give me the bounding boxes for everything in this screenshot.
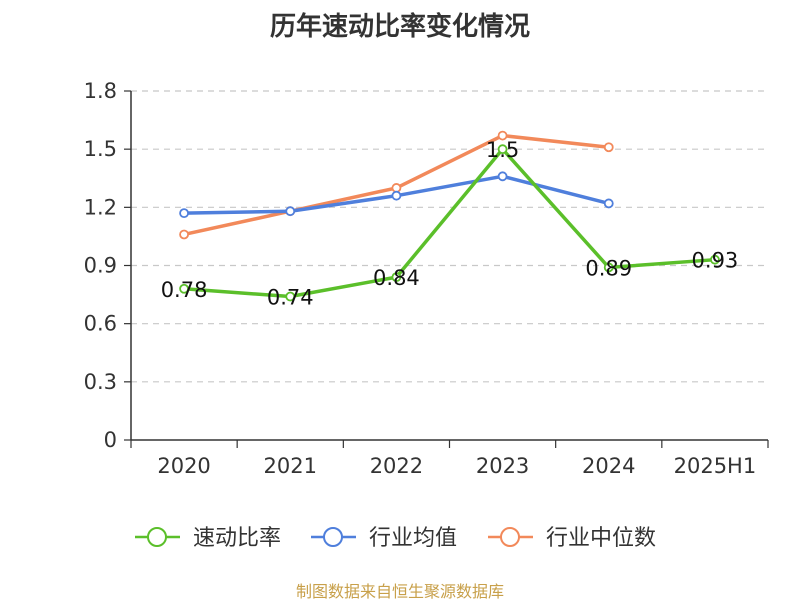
source-note: 制图数据来自恒生聚源数据库 [295, 582, 504, 601]
x-tick-label: 2025H1 [674, 454, 757, 478]
data-point [391, 272, 402, 283]
y-tick-label: 1.2 [84, 195, 117, 219]
chart-title: 历年速动比率变化情况 [269, 12, 530, 42]
data-point [179, 229, 189, 240]
data-label: 0.78 [161, 278, 208, 302]
data-point [391, 183, 402, 193]
series-line [183, 147, 716, 299]
data-label: 0.89 [585, 256, 632, 280]
legend-marker [147, 527, 167, 547]
data-point [497, 171, 508, 182]
x-tick-label: 2023 [476, 454, 529, 478]
data-point [179, 208, 189, 219]
data-point [285, 206, 296, 217]
data-point [603, 142, 614, 153]
data-point [391, 190, 402, 201]
data-point [603, 262, 614, 273]
data-point [710, 254, 720, 265]
legend-label: 行业中位数 [546, 526, 656, 551]
y-tick-label: 0.3 [84, 370, 117, 394]
legend-marker [500, 527, 520, 547]
data-label: 0.93 [692, 249, 739, 273]
legend-label: 行业均值 [369, 526, 457, 551]
data-label: 1.5 [486, 138, 519, 162]
x-tick-label: 2022 [370, 454, 423, 478]
data-point [179, 283, 189, 294]
data-point [497, 144, 508, 155]
data-label: 0.74 [267, 286, 314, 310]
y-tick-label: 0.6 [84, 312, 117, 336]
y-tick-label: 1.5 [84, 137, 117, 161]
x-tick-label: 2021 [264, 454, 317, 478]
y-tick-label: 1.8 [84, 79, 117, 103]
x-tick-label: 2020 [157, 454, 210, 478]
y-tick-label: 0.9 [84, 254, 117, 278]
data-point [285, 291, 296, 302]
data-label: 0.84 [373, 266, 420, 290]
data-point [603, 198, 614, 209]
legend-label: 速动比率 [193, 526, 281, 551]
legend-marker [323, 527, 343, 547]
y-tick-label: 0 [104, 428, 117, 452]
x-tick-label: 2024 [582, 454, 635, 478]
data-point [497, 130, 508, 141]
